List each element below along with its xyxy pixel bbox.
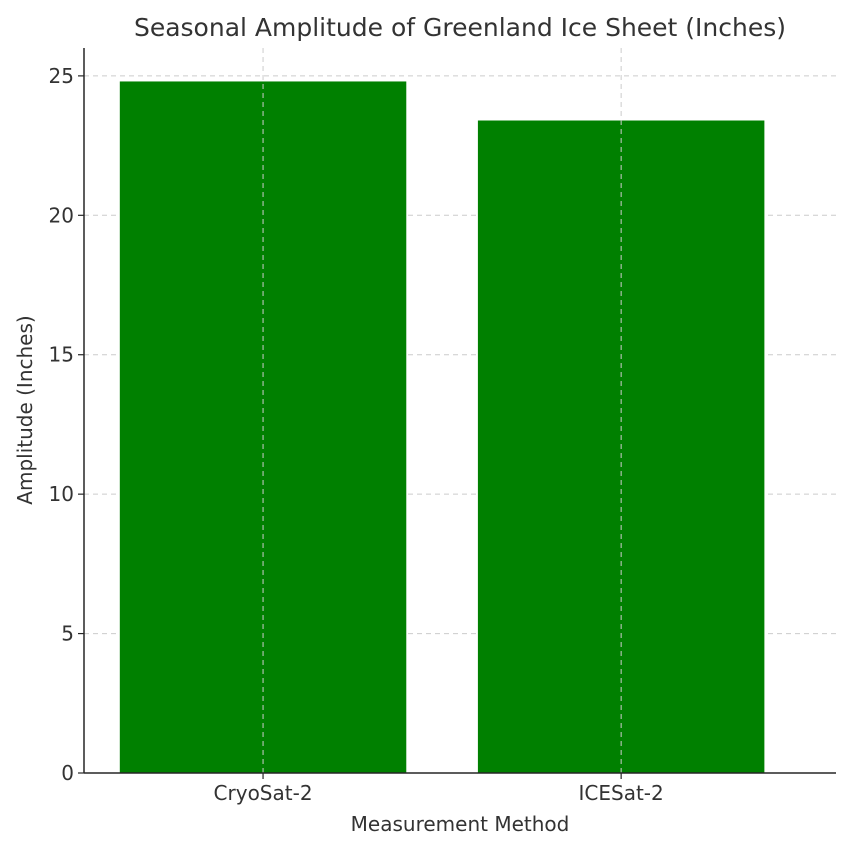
y-tick-label: 10	[49, 482, 74, 506]
y-tick-label: 15	[49, 343, 74, 367]
y-tick-label: 0	[61, 761, 74, 785]
axes	[83, 48, 836, 774]
y-tick-label: 20	[49, 203, 74, 227]
x-tick-label: ICESat-2	[579, 781, 664, 805]
x-grid	[262, 48, 622, 773]
y-tick-label: 25	[49, 64, 74, 88]
y-tick-label: 5	[61, 622, 74, 646]
x-axis-label: Measurement Method	[351, 812, 570, 836]
x-tick-label: CryoSat-2	[214, 781, 313, 805]
ticks: 0 5 10 15 20 25 CryoSat-2 ICESat-2	[49, 64, 664, 805]
chart-title: Seasonal Amplitude of Greenland Ice Shee…	[134, 13, 786, 42]
y-axis-label: Amplitude (Inches)	[13, 315, 37, 504]
bars	[119, 81, 765, 773]
